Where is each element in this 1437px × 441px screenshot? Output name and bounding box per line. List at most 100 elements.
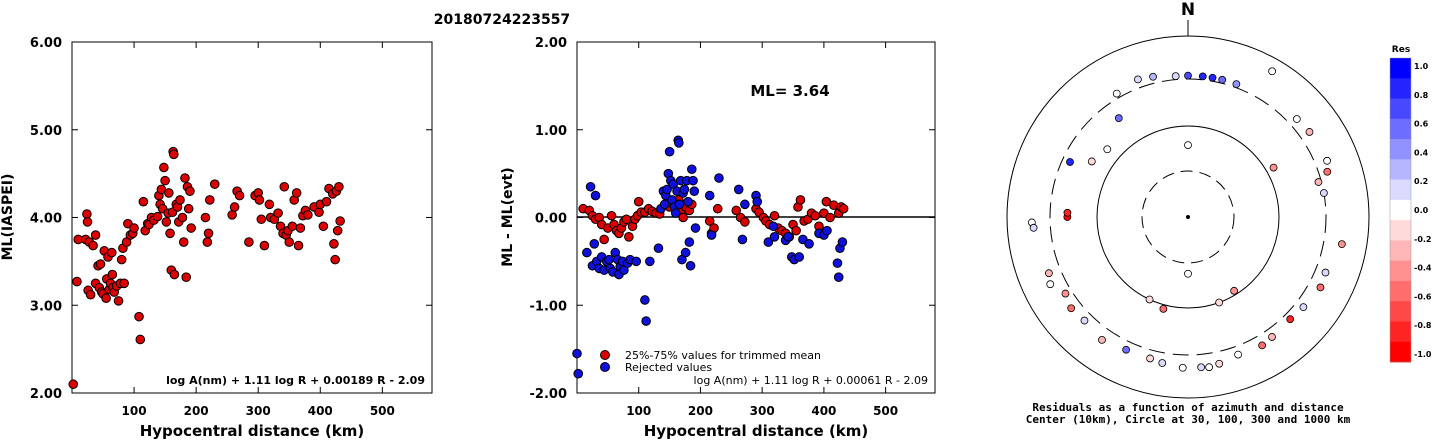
left-point-series0 [291, 188, 302, 198]
middle-point-series1 [573, 368, 584, 379]
left-point-series0 [229, 202, 240, 212]
middle-point-series1 [737, 234, 748, 245]
middle-point-series1 [664, 146, 675, 157]
residual-colorbar: 1.0 0.8 0.6 0.4 0.2 0.0 -0.2 -0.4 -0.6 -0.8 -1.0 [1389, 57, 1432, 363]
station-point [1337, 240, 1346, 249]
middle-point-series0 [838, 203, 849, 214]
station-point [1232, 80, 1241, 89]
left-y-tick-label: 5.00 [30, 124, 62, 139]
station-point [1299, 303, 1308, 312]
colorbar-cell [1390, 260, 1411, 282]
colorbar-cell [1390, 118, 1411, 140]
colorbar-frame [1389, 57, 1412, 363]
left-point-series0 [295, 223, 306, 233]
left-x-tick-label: 500 [370, 404, 395, 418]
colorbar-cell [1390, 220, 1411, 241]
middle-point-series1 [740, 199, 750, 210]
station-point [1320, 189, 1328, 197]
colorbar-tick-label: 0.0 [1414, 206, 1429, 215]
middle-point-series1 [604, 254, 614, 265]
left-point-series0 [203, 228, 214, 239]
left-point-series0 [293, 240, 304, 251]
left-x-tick-label: 400 [308, 404, 333, 418]
middle-point-series1 [662, 184, 672, 195]
colorbar-tick-label: -0.2 [1414, 235, 1432, 244]
station-point [1197, 363, 1206, 372]
left-point-series0 [152, 211, 163, 222]
middle-point-series0 [791, 225, 801, 236]
y-axis-label-left: ML(IASPEI) [0, 174, 16, 261]
colorbar-tick-label: 0.8 [1414, 91, 1429, 100]
middle-point-series1 [653, 243, 664, 254]
left-point-series0 [106, 247, 117, 258]
outer-ring [1006, 35, 1370, 399]
formula-middle: log A(nm) + 1.11 log R + 0.00061 R - 2.0… [694, 374, 928, 387]
left-point-series0 [314, 207, 324, 218]
middle-point-series1 [582, 247, 592, 258]
colorbar-cell [1390, 301, 1411, 322]
station-point [1184, 71, 1192, 80]
left-x-tick-label: 100 [122, 404, 147, 418]
middle-y-tick-label: -2.00 [530, 387, 567, 402]
left-point-series0 [264, 199, 275, 210]
middle-point-series1 [804, 239, 814, 249]
left-point-series0 [164, 188, 174, 198]
station-point [1149, 72, 1157, 81]
axis-ticks-middle: 100 200 300 400 500 -2.00 -1.00 0.00 1.00 2.00 [530, 36, 935, 418]
colorbar-cell [1390, 280, 1411, 302]
middle-y-tick-label: 2.00 [535, 36, 567, 51]
station-point [1184, 141, 1192, 149]
middle-point-series0 [624, 232, 634, 242]
colorbar-tick-label: -1.0 [1414, 350, 1432, 359]
left-point-series0 [303, 210, 313, 220]
left-point-series0 [287, 221, 298, 232]
middle-point-series1 [572, 348, 582, 359]
left-point-series0 [160, 175, 170, 186]
middle-point-series1 [837, 237, 848, 247]
left-point-series0 [318, 221, 329, 232]
station-point [1146, 354, 1154, 363]
station-point [1268, 333, 1276, 341]
station-point [1122, 345, 1131, 354]
left-point-series0 [113, 296, 124, 306]
middle-point-series1 [768, 221, 779, 232]
left-x-tick-label: 300 [246, 404, 271, 418]
plot-frame-left [71, 41, 433, 394]
left-point-series0 [329, 239, 339, 249]
left-point-series0 [116, 254, 127, 265]
left-point-series0 [334, 181, 344, 192]
station-point [1323, 167, 1332, 176]
middle-x-tick-label: 200 [688, 404, 713, 418]
colorbar-tick-label: 0.4 [1414, 148, 1429, 157]
middle-point-series1 [589, 239, 600, 249]
left-point-series0 [72, 276, 82, 287]
panel-ml-vs-distance: 100 200 300 400 500 2.00 3.00 4.00 5.00 6.00 log … [0, 36, 433, 440]
middle-y-tick-label: 0.00 [535, 212, 567, 227]
middle-point-series0 [606, 210, 617, 221]
station-point [1234, 350, 1242, 359]
polar-caption-line2: Center (10km), Circle at 30, 100, 300 an… [1026, 413, 1351, 426]
middle-point-series1 [833, 272, 844, 282]
left-point-series0 [335, 216, 345, 226]
middle-point-series1 [631, 256, 642, 267]
left-point-series0 [202, 237, 213, 247]
left-point-series0 [85, 289, 96, 300]
axis-ticks-left: 100 200 300 400 500 2.00 3.00 4.00 5.00 6.00 [30, 36, 432, 418]
colorbar-cell [1390, 199, 1411, 221]
middle-point-series1 [769, 232, 780, 242]
middle-point-series1 [714, 173, 724, 183]
middle-point-series1 [706, 230, 717, 240]
station-point [1215, 359, 1224, 368]
colorbar-cell [1390, 58, 1411, 79]
station-point [1112, 89, 1121, 98]
station-point [1045, 269, 1053, 278]
colorbar-cell [1390, 159, 1411, 181]
colorbar-tick-label: 1.0 [1414, 62, 1429, 71]
colorbar-cell [1390, 98, 1411, 120]
left-point-series0 [159, 162, 169, 173]
middle-y-tick-label: -1.00 [530, 299, 567, 314]
left-point-series0 [204, 195, 215, 205]
north-label: N [1181, 0, 1195, 20]
left-point-series0 [183, 203, 194, 214]
colorbar-tick-label: -0.8 [1414, 321, 1432, 330]
